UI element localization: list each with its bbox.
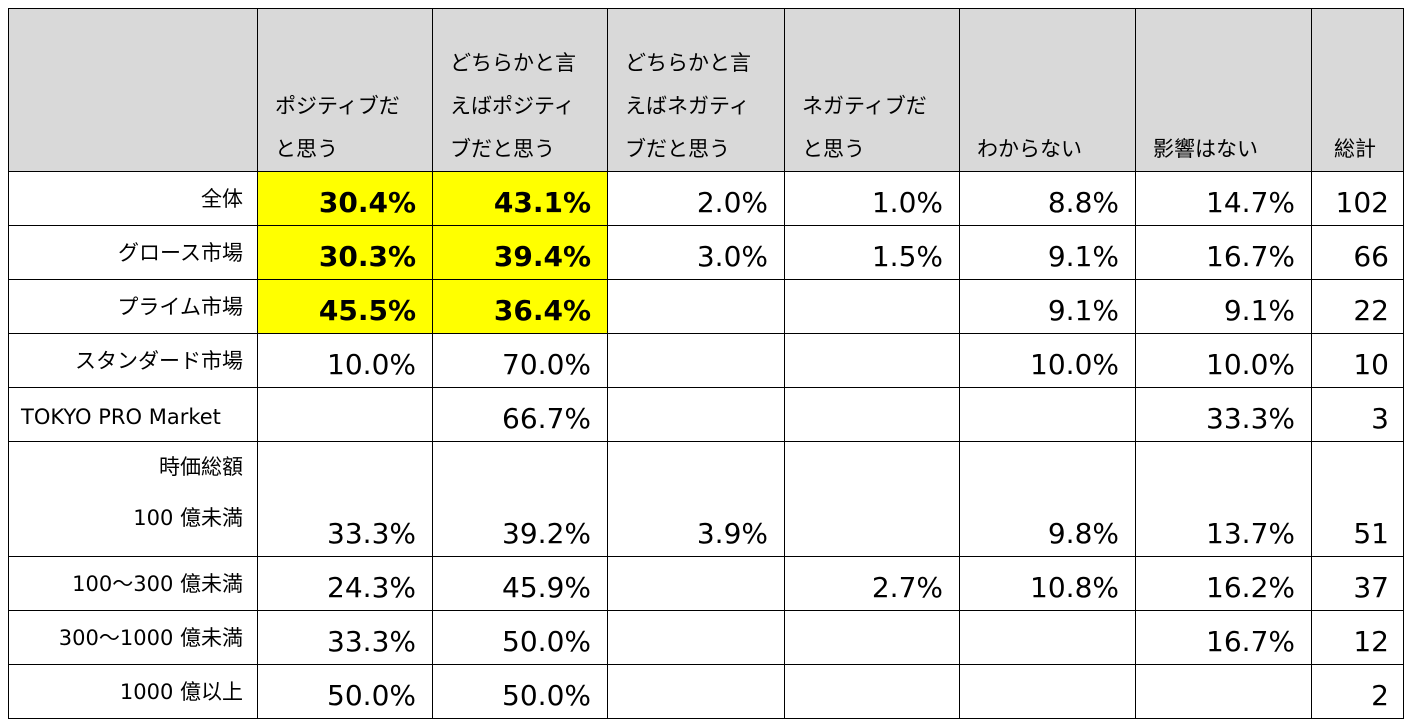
header-total: 総計 <box>1311 8 1404 172</box>
total-cell: 66 <box>1311 225 1404 280</box>
value-cell: 10.0% <box>257 333 433 388</box>
value-cell: 45.5% <box>257 279 433 334</box>
value-cell: 10.8% <box>959 556 1136 611</box>
value-cell <box>784 610 960 665</box>
value-cell: 3.9% <box>607 441 785 557</box>
row-label: 全体 <box>8 171 258 226</box>
value-cell: 33.3% <box>257 441 433 557</box>
table-row: グロース市場 30.3% 39.4% 3.0% 1.5% 9.1% 16.7% 66 <box>8 225 1404 280</box>
row-label: 100～300 億未満 <box>8 556 258 611</box>
total-cell: 37 <box>1311 556 1404 611</box>
row-label-text: 100 億未満 <box>133 506 243 530</box>
value-cell: 50.0% <box>432 664 608 719</box>
value-cell: 13.7% <box>1135 441 1312 557</box>
table-body: 全体 30.4% 43.1% 2.0% 1.0% 8.8% 14.7% 102 グロース市場 30… <box>8 171 1404 719</box>
row-group-label: 時価総額 <box>159 455 243 479</box>
table-row: 1000 億以上 50.0% 50.0% 2 <box>8 664 1404 719</box>
value-cell <box>607 333 785 388</box>
total-cell: 3 <box>1311 387 1404 442</box>
header-row: ポジティブだ と思う どちらかと言 えばポジティ ブだと思う どちらかと言 えば… <box>8 8 1404 172</box>
value-cell: 39.2% <box>432 441 608 557</box>
value-cell <box>784 279 960 334</box>
value-cell <box>607 279 785 334</box>
header-somewhat-positive: どちらかと言 えばポジティ ブだと思う <box>432 8 608 172</box>
table-row: 全体 30.4% 43.1% 2.0% 1.0% 8.8% 14.7% 102 <box>8 171 1404 226</box>
value-cell: 9.1% <box>959 279 1136 334</box>
row-label: プライム市場 <box>8 279 258 334</box>
survey-results-table: ポジティブだ と思う どちらかと言 えばポジティ ブだと思う どちらかと言 えば… <box>8 8 1404 719</box>
value-cell <box>607 664 785 719</box>
value-cell: 14.7% <box>1135 171 1312 226</box>
table-row: TOKYO PRO Market 66.7% 33.3% 3 <box>8 387 1404 442</box>
total-cell: 12 <box>1311 610 1404 665</box>
value-cell <box>784 441 960 557</box>
value-cell: 33.3% <box>1135 387 1312 442</box>
value-cell: 70.0% <box>432 333 608 388</box>
value-cell: 16.7% <box>1135 225 1312 280</box>
value-cell <box>784 664 960 719</box>
value-cell: 10.0% <box>1135 333 1312 388</box>
value-cell: 2.0% <box>607 171 785 226</box>
total-cell: 10 <box>1311 333 1404 388</box>
value-cell: 2.7% <box>784 556 960 611</box>
value-cell: 30.3% <box>257 225 433 280</box>
value-cell: 9.1% <box>959 225 1136 280</box>
value-cell: 1.5% <box>784 225 960 280</box>
row-label: グロース市場 <box>8 225 258 280</box>
value-cell: 30.4% <box>257 171 433 226</box>
row-label: 時価総額 100 億未満 <box>8 441 258 557</box>
value-cell: 9.1% <box>1135 279 1312 334</box>
table-row: 300～1000 億未満 33.3% 50.0% 16.7% 12 <box>8 610 1404 665</box>
value-cell <box>959 387 1136 442</box>
value-cell: 39.4% <box>432 225 608 280</box>
value-cell <box>784 387 960 442</box>
value-cell: 24.3% <box>257 556 433 611</box>
value-cell: 50.0% <box>432 610 608 665</box>
value-cell: 3.0% <box>607 225 785 280</box>
total-cell: 22 <box>1311 279 1404 334</box>
value-cell: 16.7% <box>1135 610 1312 665</box>
value-cell: 50.0% <box>257 664 433 719</box>
total-cell: 51 <box>1311 441 1404 557</box>
value-cell: 1.0% <box>784 171 960 226</box>
row-label: 1000 億以上 <box>8 664 258 719</box>
value-cell: 45.9% <box>432 556 608 611</box>
value-cell: 36.4% <box>432 279 608 334</box>
value-cell: 33.3% <box>257 610 433 665</box>
value-cell: 10.0% <box>959 333 1136 388</box>
value-cell <box>959 664 1136 719</box>
value-cell <box>607 387 785 442</box>
table-row: プライム市場 45.5% 36.4% 9.1% 9.1% 22 <box>8 279 1404 334</box>
row-label: スタンダード市場 <box>8 333 258 388</box>
value-cell <box>607 556 785 611</box>
row-label: 300～1000 億未満 <box>8 610 258 665</box>
table-row: スタンダード市場 10.0% 70.0% 10.0% 10.0% 10 <box>8 333 1404 388</box>
header-positive: ポジティブだ と思う <box>257 8 433 172</box>
header-no-impact: 影響はない <box>1135 8 1312 172</box>
value-cell <box>784 333 960 388</box>
header-corner <box>8 8 258 172</box>
header-negative: ネガティブだ と思う <box>784 8 960 172</box>
value-cell <box>607 610 785 665</box>
total-cell: 102 <box>1311 171 1404 226</box>
value-cell: 9.8% <box>959 441 1136 557</box>
header-unknown: わからない <box>959 8 1136 172</box>
value-cell: 8.8% <box>959 171 1136 226</box>
value-cell: 66.7% <box>432 387 608 442</box>
header-somewhat-negative: どちらかと言 えばネガティ ブだと思う <box>607 8 785 172</box>
row-label: TOKYO PRO Market <box>8 387 258 442</box>
value-cell <box>257 387 433 442</box>
value-cell <box>1135 664 1312 719</box>
value-cell: 43.1% <box>432 171 608 226</box>
value-cell <box>959 610 1136 665</box>
table-row: 100～300 億未満 24.3% 45.9% 2.7% 10.8% 16.2% 37 <box>8 556 1404 611</box>
total-cell: 2 <box>1311 664 1404 719</box>
value-cell: 16.2% <box>1135 556 1312 611</box>
table-row: 時価総額 100 億未満 33.3% 39.2% 3.9% 9.8% 13.7% 51 <box>8 441 1404 557</box>
